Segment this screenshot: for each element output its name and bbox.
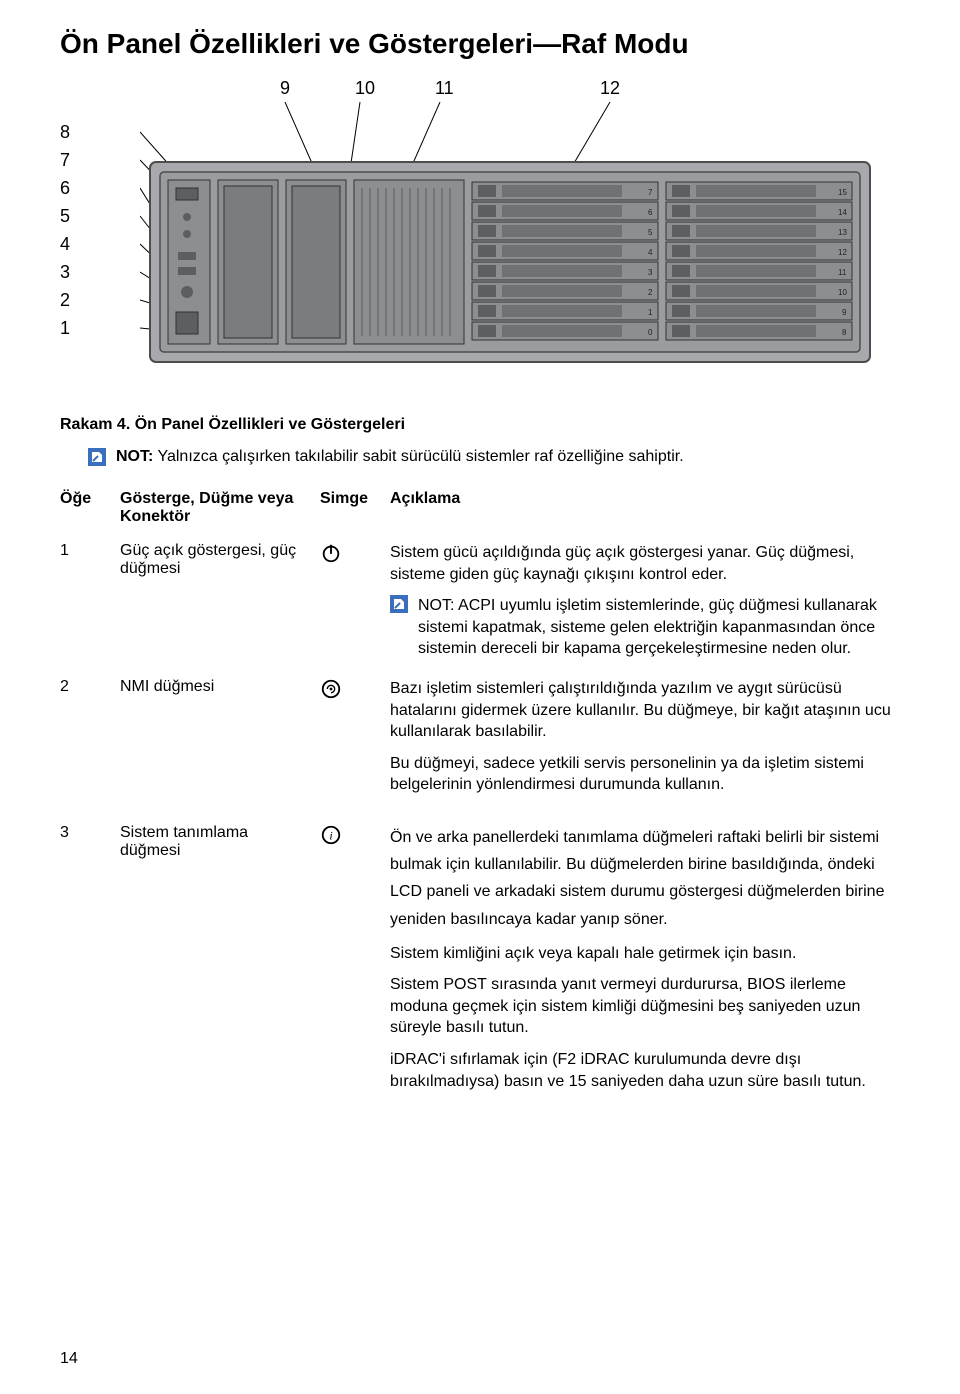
- th-item: Öğe: [60, 484, 120, 536]
- note-top-text: NOT: Yalnızca çalışırken takılabilir sab…: [116, 448, 684, 466]
- svg-text:0: 0: [648, 328, 653, 337]
- callout-1: 1: [60, 314, 110, 342]
- svg-text:5: 5: [648, 228, 653, 237]
- callout-2: 2: [60, 286, 110, 314]
- figure-caption: Rakam 4. Ön Panel Özellikleri ve Gösterg…: [60, 416, 900, 434]
- th-name: Gösterge, Düğme veya Konektör: [120, 484, 320, 536]
- cell-item: 3: [60, 818, 120, 1114]
- cell-desc: Sistem gücü açıldığında güç açık gösterg…: [390, 536, 900, 672]
- svg-text:14: 14: [838, 208, 847, 217]
- table-row: 1 Güç açık göstergesi, güç düğmesi Siste…: [60, 536, 900, 672]
- table-row: 2 NMI düğmesi Bazı işletim sistemleri ça…: [60, 672, 900, 818]
- cell-desc: Ön ve arka panellerdeki tanımlama düğmel…: [390, 818, 900, 1114]
- svg-text:9: 9: [842, 308, 847, 317]
- cell-item: 2: [60, 672, 120, 818]
- page-number: 14: [60, 1350, 78, 1368]
- svg-text:10: 10: [838, 288, 847, 297]
- note-icon: [88, 448, 106, 466]
- cell-item: 1: [60, 536, 120, 672]
- cell-icon: [320, 536, 390, 672]
- device-illustration: 7 6 5 4 3 2 1 0 15 14 13 12 11 10 9 8: [140, 102, 880, 382]
- cell-icon: i: [320, 818, 390, 1114]
- svg-text:12: 12: [838, 248, 847, 257]
- power-icon: [320, 542, 342, 564]
- callout-10: 10: [355, 78, 375, 99]
- callout-6: 6: [60, 174, 110, 202]
- spec-table: Öğe Gösterge, Düğme veya Konektör Simge …: [60, 484, 900, 1114]
- cell-icon: [320, 672, 390, 818]
- th-icon: Simge: [320, 484, 390, 536]
- callout-9: 9: [280, 78, 290, 99]
- svg-text:2: 2: [648, 288, 653, 297]
- page-title: Ön Panel Özellikleri ve Göstergeleri—Raf…: [60, 28, 900, 60]
- nmi-icon: [320, 678, 342, 700]
- callout-5: 5: [60, 202, 110, 230]
- cell-desc: Bazı işletim sistemleri çalıştırıldığınd…: [390, 672, 900, 818]
- svg-text:6: 6: [648, 208, 653, 217]
- svg-text:11: 11: [838, 268, 847, 277]
- figure-diagram: 9 10 11 12 8 7 6 5 4 3 2 1: [60, 78, 900, 408]
- cell-name: Güç açık göstergesi, güç düğmesi: [120, 536, 320, 672]
- top-callouts: 9 10 11 12: [260, 78, 880, 102]
- svg-text:15: 15: [838, 188, 847, 197]
- cell-name: Sistem tanımlama düğmesi: [120, 818, 320, 1114]
- callout-11: 11: [435, 78, 454, 99]
- svg-text:7: 7: [648, 188, 653, 197]
- svg-text:3: 3: [648, 268, 653, 277]
- callout-8: 8: [60, 118, 110, 146]
- callout-7: 7: [60, 146, 110, 174]
- callout-3: 3: [60, 258, 110, 286]
- svg-text:13: 13: [838, 228, 847, 237]
- svg-text:4: 4: [648, 248, 653, 257]
- note-top: NOT: Yalnızca çalışırken takılabilir sab…: [88, 448, 900, 466]
- table-row: 3 Sistem tanımlama düğmesi i Ön ve arka …: [60, 818, 900, 1114]
- svg-text:1: 1: [648, 308, 653, 317]
- left-callouts: 8 7 6 5 4 3 2 1: [60, 118, 110, 342]
- cell-name: NMI düğmesi: [120, 672, 320, 818]
- svg-text:i: i: [329, 829, 332, 843]
- note-icon: [390, 595, 408, 613]
- th-desc: Açıklama: [390, 484, 900, 536]
- identify-icon: i: [320, 824, 342, 846]
- callout-4: 4: [60, 230, 110, 258]
- callout-12: 12: [600, 78, 620, 99]
- svg-text:8: 8: [842, 328, 847, 337]
- row1-note: NOT: ACPI uyumlu işletim sistemlerinde, …: [418, 595, 892, 660]
